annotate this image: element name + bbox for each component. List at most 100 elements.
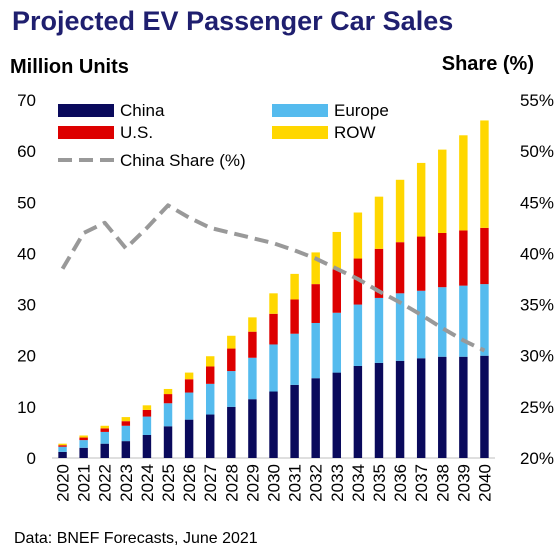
bar-row: [163, 388, 173, 395]
x-tick-label: 2028: [222, 464, 241, 502]
bar-us: [459, 230, 468, 286]
bar-china: [184, 419, 194, 458]
bar-china: [227, 406, 236, 458]
bar-us: [121, 421, 131, 426]
x-tick-label: 2038: [433, 464, 452, 502]
bar-china: [438, 356, 447, 458]
bar-row: [269, 293, 278, 314]
bar-europe: [163, 403, 173, 427]
bar-row: [374, 196, 384, 249]
bar-us: [269, 313, 278, 345]
bar-row: [332, 231, 342, 270]
bar-china: [416, 358, 426, 458]
y-tick-label: 20: [17, 347, 36, 366]
bar-row: [248, 317, 257, 332]
bar-us: [184, 379, 194, 393]
right-axis-label: Share (%): [441, 53, 534, 75]
x-tick-label: 2033: [328, 464, 347, 502]
x-tick-label: 2022: [96, 464, 115, 502]
bar-row: [79, 435, 88, 438]
bar-us: [332, 269, 342, 313]
bar-us: [58, 445, 67, 447]
bar-china: [311, 378, 320, 458]
bar-row: [290, 273, 299, 300]
bar-us: [416, 236, 426, 291]
legend-swatch: [58, 126, 114, 139]
legend-label: U.S.: [120, 123, 153, 142]
bar-europe: [459, 285, 468, 357]
legend-label: ROW: [334, 123, 376, 142]
bars: [58, 120, 489, 458]
x-tick-label: 2032: [307, 464, 326, 502]
y-tick-label: 30: [17, 296, 36, 315]
source-note: Data: BNEF Forecasts, June 2021: [14, 530, 258, 547]
legend-label: China: [120, 101, 165, 120]
x-tick-label: 2029: [243, 464, 262, 502]
bar-europe: [311, 322, 320, 379]
bar-row: [459, 135, 468, 231]
y2-tick-label: 25%: [520, 398, 554, 417]
y2-tick-label: 45%: [520, 193, 554, 212]
bar-us: [438, 232, 447, 288]
bar-europe: [100, 431, 109, 444]
bar-china: [332, 372, 342, 458]
bar-us: [205, 366, 215, 384]
x-tick-label: 2037: [412, 464, 431, 502]
x-tick-label: 2040: [475, 464, 494, 502]
bar-us: [100, 428, 109, 432]
bar-row: [100, 425, 109, 429]
bar-china: [248, 399, 257, 458]
bar-china: [480, 355, 489, 458]
bar-europe: [227, 371, 236, 407]
y2-tick-label: 30%: [520, 347, 554, 366]
bar-europe: [353, 304, 363, 366]
bar-europe: [374, 297, 384, 363]
y-tick-label: 60: [17, 142, 36, 161]
legend: China Europe U.S. ROW China Share (%): [58, 101, 389, 170]
y2-tick-label: 55%: [520, 91, 554, 110]
legend-swatch: [272, 104, 328, 117]
bar-china: [290, 384, 299, 458]
y2-tick-label: 35%: [520, 296, 554, 315]
bar-europe: [205, 383, 215, 415]
x-tick-label: 2039: [454, 464, 473, 502]
axes: 01020304050607020%25%30%35%40%45%50%55%2…: [17, 91, 554, 502]
x-tick-label: 2021: [75, 464, 94, 502]
x-tick-label: 2020: [54, 464, 73, 502]
x-tick-label: 2024: [138, 464, 157, 502]
bar-china: [269, 391, 278, 458]
bar-china: [100, 443, 109, 458]
y2-tick-label: 40%: [520, 244, 554, 263]
y-tick-label: 0: [27, 449, 36, 468]
bar-china: [79, 447, 88, 458]
bar-europe: [79, 440, 88, 448]
x-tick-label: 2031: [286, 464, 305, 502]
y-tick-label: 10: [17, 398, 36, 417]
chart-title: Projected EV Passenger Car Sales: [12, 6, 454, 36]
bar-us: [163, 394, 173, 404]
bar-us: [79, 437, 88, 441]
bar-row: [142, 405, 152, 410]
x-tick-label: 2023: [117, 464, 136, 502]
bar-europe: [184, 392, 194, 420]
bar-china: [353, 365, 363, 458]
bar-row: [58, 443, 67, 446]
bar-europe: [290, 333, 299, 385]
bar-china: [142, 434, 152, 458]
bar-us: [248, 331, 257, 358]
legend-label: China Share (%): [120, 151, 246, 170]
share-line-group: [60, 203, 486, 353]
bar-europe: [438, 287, 447, 357]
bar-us: [311, 284, 320, 323]
bar-us: [353, 258, 363, 305]
bar-row: [480, 120, 489, 228]
bar-row: [227, 335, 236, 349]
bar-europe: [416, 290, 426, 359]
legend-label: Europe: [334, 101, 389, 120]
x-tick-label: 2027: [201, 464, 220, 502]
china-share-line: [60, 203, 486, 353]
bar-us: [227, 348, 236, 372]
x-tick-label: 2030: [265, 464, 284, 502]
bar-china: [395, 360, 405, 458]
